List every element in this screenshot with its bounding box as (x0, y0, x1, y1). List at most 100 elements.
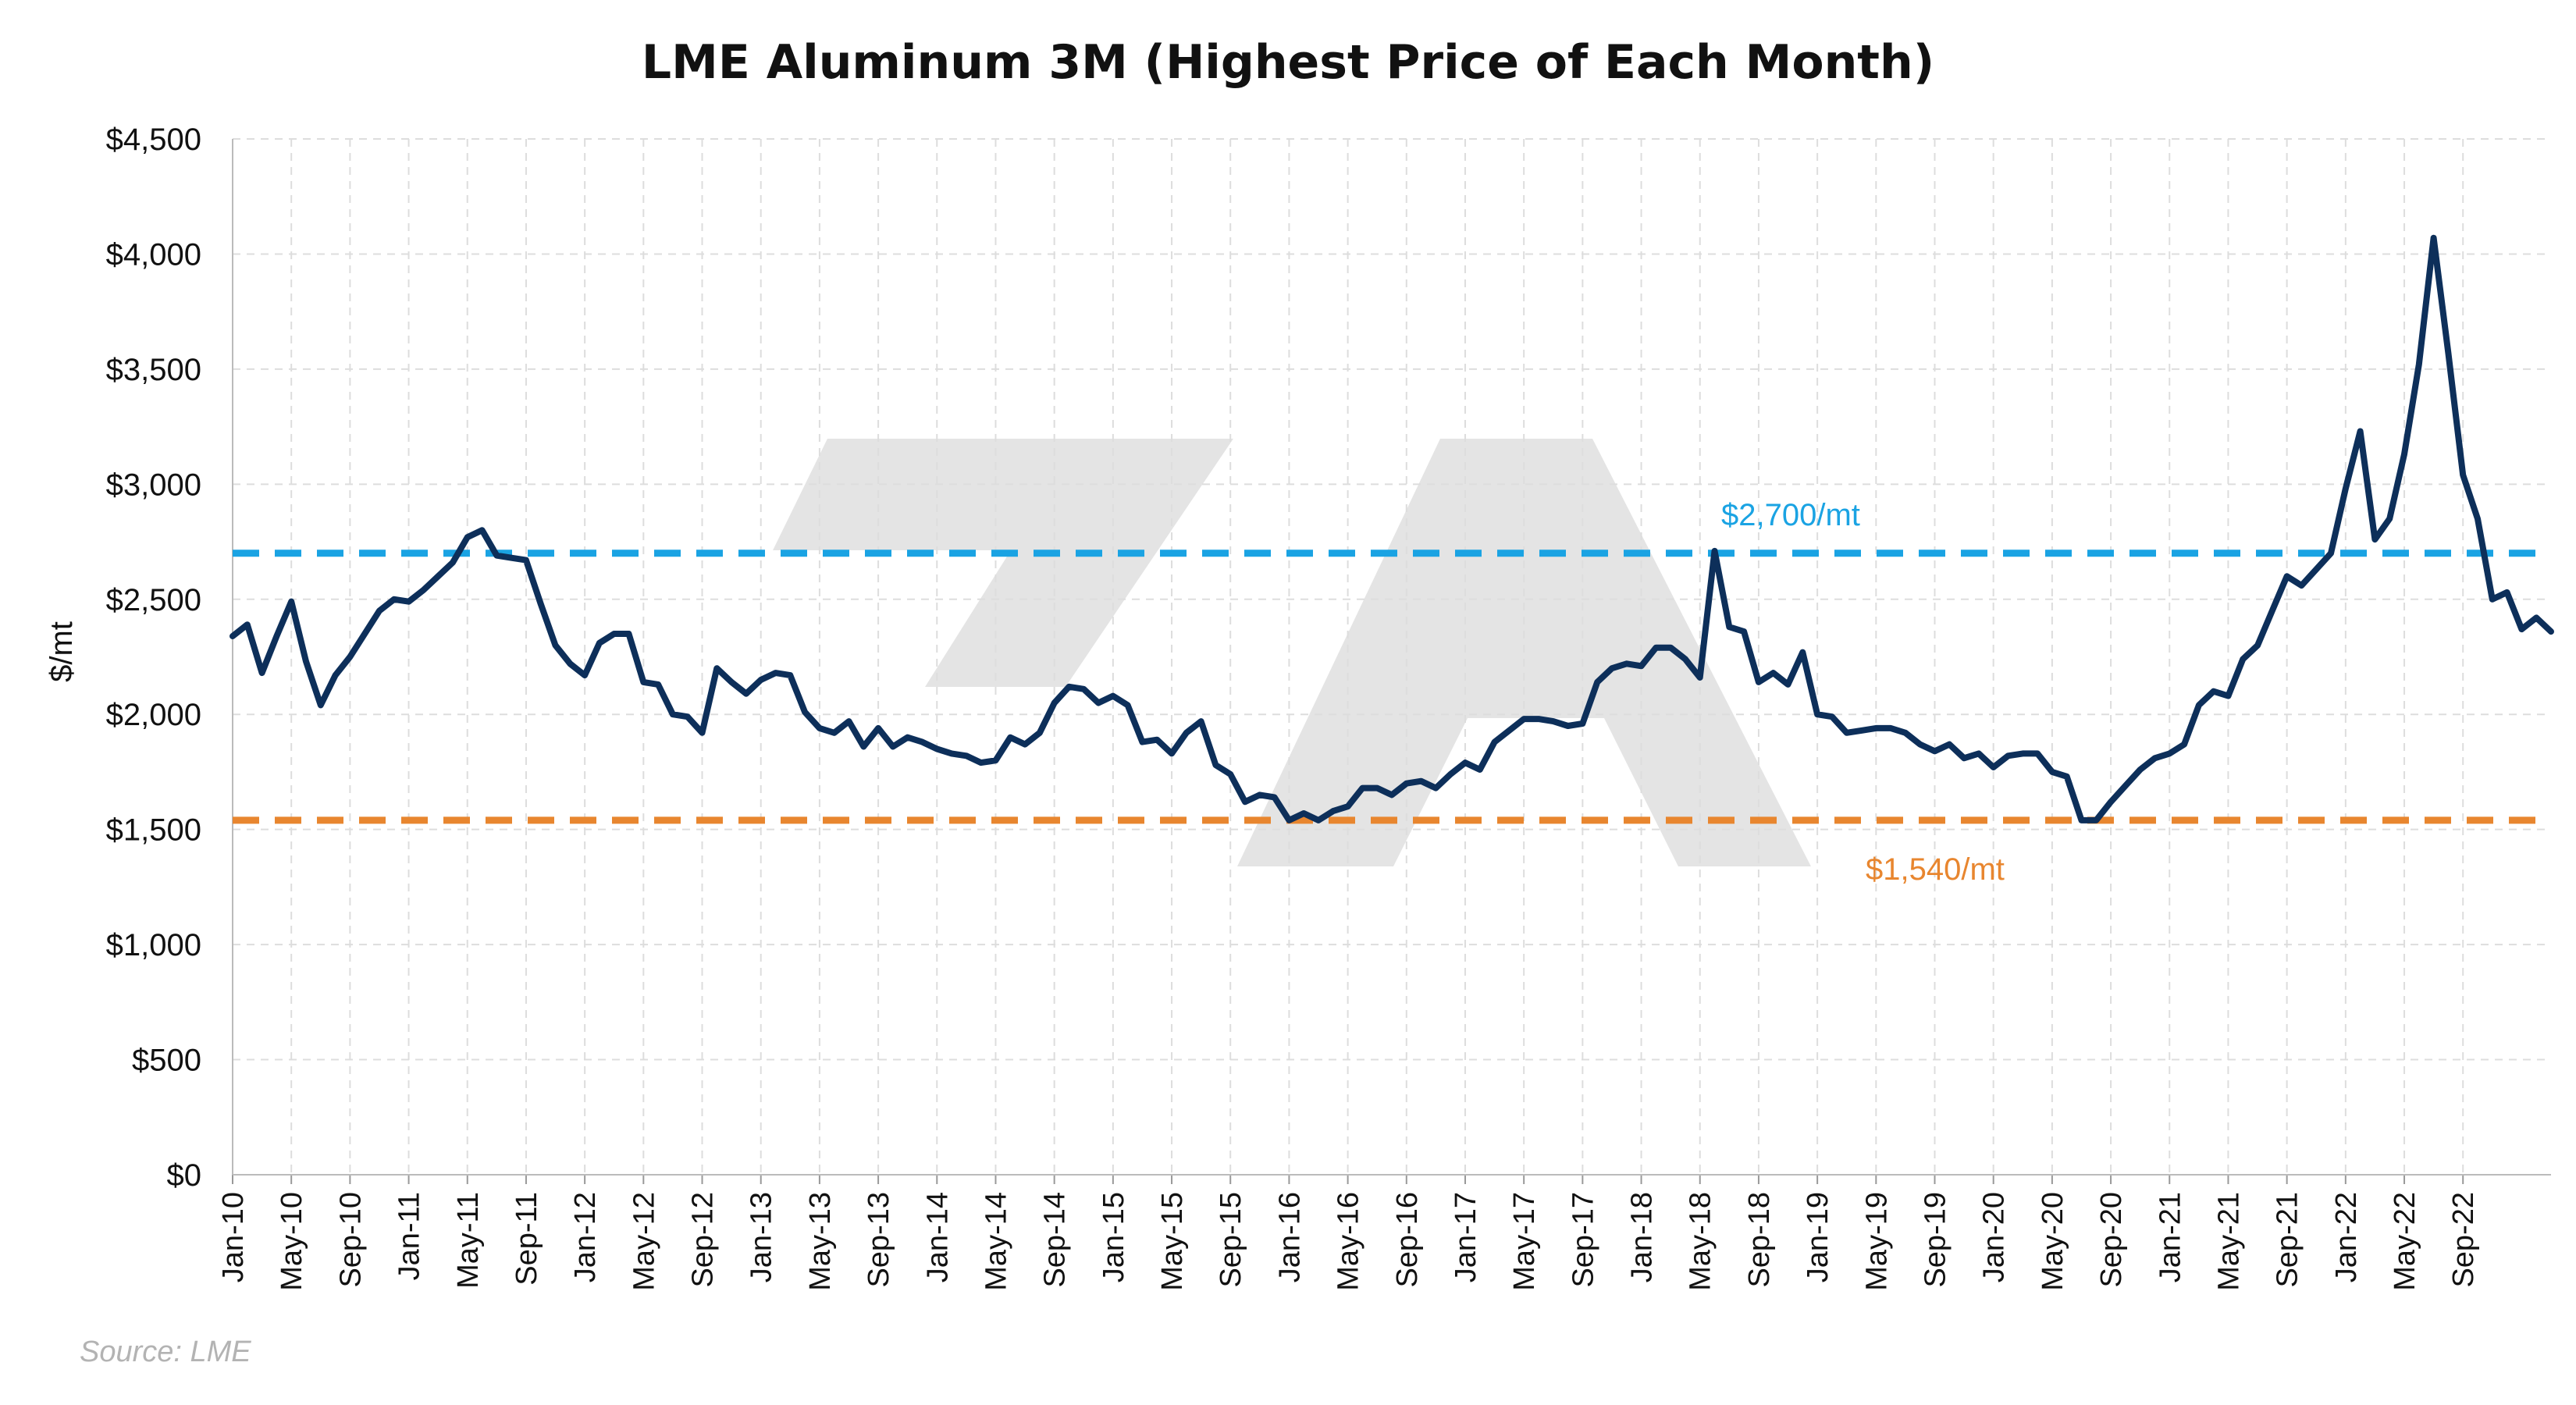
data-point (2372, 537, 2378, 542)
data-point (391, 596, 397, 602)
x-tick-label: May-15 (1156, 1192, 1189, 1291)
x-tick-label: May-16 (1332, 1192, 1365, 1291)
data-point (1008, 735, 1013, 740)
data-point (1756, 679, 1761, 685)
data-point (2167, 751, 2172, 756)
data-point (1286, 817, 1292, 823)
data-point (2064, 774, 2069, 779)
data-point (553, 642, 558, 648)
data-point (244, 622, 250, 628)
data-point (1110, 693, 1115, 699)
data-point (1066, 684, 1072, 689)
x-tick-label: May-20 (2037, 1192, 2069, 1291)
data-point (303, 659, 308, 664)
data-point (289, 599, 294, 604)
data-point (421, 587, 426, 592)
x-tick-label: Sep-14 (1039, 1192, 1072, 1288)
data-point (1037, 730, 1042, 735)
y-tick-label: $2,000 (106, 698, 201, 732)
data-point (259, 670, 265, 676)
x-tick-label: Jan-19 (1802, 1192, 1834, 1282)
data-point (333, 673, 338, 678)
data-point (2211, 688, 2216, 694)
data-point (846, 719, 852, 724)
x-tick-label: Jan-16 (1273, 1192, 1306, 1282)
y-tick-label: $4,500 (106, 123, 201, 157)
data-point (1727, 624, 1732, 630)
data-point (1668, 645, 1674, 650)
data-point (2269, 608, 2275, 614)
data-point (2475, 516, 2481, 521)
data-point (538, 601, 543, 606)
data-point (230, 633, 235, 638)
data-point (802, 710, 808, 715)
data-point (2416, 361, 2421, 367)
data-point (1815, 712, 1820, 717)
x-tick-label: May-11 (452, 1192, 485, 1289)
reference-lines: $2,700/mt $1,540/mt (233, 498, 2551, 887)
x-tick-label: Jan-20 (1978, 1192, 2011, 1282)
data-point (2049, 769, 2055, 774)
x-tick-label: Jan-17 (1450, 1192, 1482, 1282)
data-point (274, 633, 279, 638)
data-point (1418, 778, 1424, 784)
data-point (788, 673, 793, 678)
chart-title: LME Aluminum 3M (Highest Price of Each M… (642, 35, 1934, 90)
data-point (2094, 817, 2099, 823)
data-point (1272, 795, 1277, 800)
data-point (1023, 742, 1028, 747)
source-note: Source: LME (80, 1336, 251, 1368)
x-tick-label: May-18 (1685, 1192, 1717, 1291)
data-point (2504, 589, 2510, 595)
data-point (963, 753, 969, 759)
data-point (1859, 727, 1864, 733)
data-point (1228, 771, 1233, 777)
x-tick-label: May-13 (804, 1192, 837, 1291)
data-point (670, 712, 675, 717)
data-point (1580, 721, 1585, 727)
data-point (2079, 817, 2084, 823)
x-tick-label: Jan-21 (2154, 1192, 2186, 1282)
y-tick-label: $0 (167, 1158, 202, 1193)
data-point (656, 681, 661, 687)
data-point (509, 555, 514, 560)
data-point (1125, 702, 1130, 708)
data-point (494, 553, 500, 558)
data-point (1198, 719, 1204, 724)
x-tick-label: Jan-13 (745, 1192, 778, 1282)
data-point (699, 730, 705, 735)
y-tick-label: $500 (132, 1044, 201, 1078)
x-tick-label: Sep-15 (1215, 1192, 1247, 1288)
x-tick-label: Sep-13 (863, 1192, 895, 1288)
data-point (1330, 809, 1336, 814)
data-point (876, 725, 881, 731)
reference-line-label: $1,540/mt (1866, 852, 2005, 887)
data-point (2255, 642, 2261, 648)
x-axis: Jan-10 May-10 Sep-10 Jan-11 May-11 Sep-11 Jan-… (217, 1174, 2551, 1291)
data-point (596, 640, 602, 646)
x-tick-label: Jan-18 (1626, 1192, 1659, 1282)
data-point (1550, 719, 1556, 724)
data-point (1697, 675, 1703, 681)
data-point (406, 599, 411, 604)
data-point (1404, 781, 1409, 786)
x-tick-label: Sep-16 (1391, 1192, 1424, 1288)
x-tick-label: Sep-17 (1567, 1192, 1599, 1288)
data-point (2314, 567, 2319, 572)
data-point (376, 608, 382, 614)
data-point (2122, 783, 2128, 788)
x-tick-label: Jan-15 (1098, 1192, 1130, 1282)
data-point (362, 631, 368, 637)
data-point (978, 760, 984, 766)
data-point (2284, 574, 2290, 579)
data-point (817, 725, 822, 731)
data-point (1638, 663, 1644, 669)
x-tick-label: Jan-22 (2330, 1192, 2363, 1282)
data-point (2240, 656, 2246, 662)
data-point (611, 631, 617, 637)
x-tick-label: May-12 (628, 1192, 660, 1291)
series-group (229, 234, 2554, 823)
data-point (2343, 486, 2348, 492)
data-point (1624, 661, 1629, 667)
data-point (758, 677, 763, 682)
